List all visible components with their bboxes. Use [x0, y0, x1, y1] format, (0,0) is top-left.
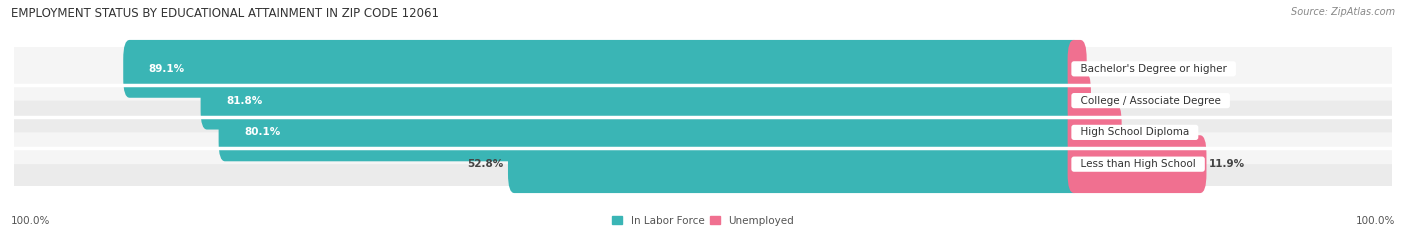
FancyBboxPatch shape — [218, 103, 1080, 161]
Text: 1.0%: 1.0% — [1092, 96, 1122, 106]
Text: 80.1%: 80.1% — [245, 127, 280, 137]
Text: 100.0%: 100.0% — [1355, 216, 1395, 226]
FancyBboxPatch shape — [1067, 135, 1206, 193]
Text: 89.1%: 89.1% — [149, 64, 184, 74]
FancyBboxPatch shape — [1067, 72, 1091, 130]
Text: Less than High School: Less than High School — [1074, 159, 1202, 169]
Text: EMPLOYMENT STATUS BY EDUCATIONAL ATTAINMENT IN ZIP CODE 12061: EMPLOYMENT STATUS BY EDUCATIONAL ATTAINM… — [11, 7, 439, 20]
Text: 100.0%: 100.0% — [11, 216, 51, 226]
Text: High School Diploma: High School Diploma — [1074, 127, 1195, 137]
FancyBboxPatch shape — [8, 69, 1398, 132]
Text: 52.8%: 52.8% — [467, 159, 503, 169]
FancyBboxPatch shape — [508, 135, 1080, 193]
FancyBboxPatch shape — [124, 40, 1080, 98]
Text: 11.9%: 11.9% — [1209, 159, 1244, 169]
Text: Bachelor's Degree or higher: Bachelor's Degree or higher — [1074, 64, 1233, 74]
FancyBboxPatch shape — [8, 37, 1398, 101]
Text: Source: ZipAtlas.com: Source: ZipAtlas.com — [1291, 7, 1395, 17]
Text: 0.6%: 0.6% — [1088, 64, 1118, 74]
FancyBboxPatch shape — [201, 72, 1080, 130]
Text: College / Associate Degree: College / Associate Degree — [1074, 96, 1227, 106]
Legend: In Labor Force, Unemployed: In Labor Force, Unemployed — [607, 212, 799, 230]
Text: 3.9%: 3.9% — [1123, 127, 1153, 137]
Text: 81.8%: 81.8% — [226, 96, 263, 106]
FancyBboxPatch shape — [8, 101, 1398, 164]
FancyBboxPatch shape — [8, 132, 1398, 196]
FancyBboxPatch shape — [1067, 40, 1087, 98]
FancyBboxPatch shape — [1067, 103, 1122, 161]
